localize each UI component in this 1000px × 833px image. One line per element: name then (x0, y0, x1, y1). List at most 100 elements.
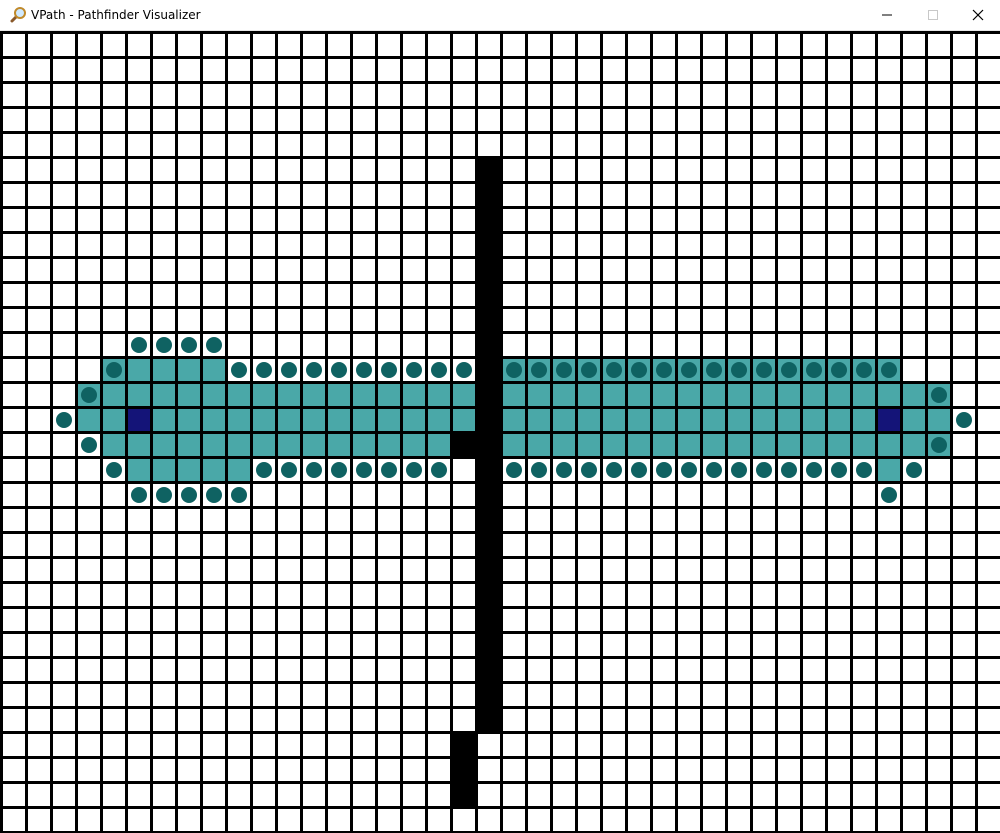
grid-cell[interactable] (378, 534, 400, 556)
grid-cell[interactable] (528, 634, 550, 656)
grid-cell[interactable] (3, 684, 25, 706)
grid-cell[interactable] (503, 809, 525, 831)
grid-cell[interactable] (803, 209, 825, 231)
grid-cell[interactable] (903, 134, 925, 156)
grid-cell[interactable] (803, 109, 825, 131)
grid-cell[interactable] (253, 759, 275, 781)
grid-cell[interactable] (603, 234, 625, 256)
grid-cell[interactable] (728, 684, 750, 706)
grid-cell[interactable] (853, 209, 875, 231)
grid-cell[interactable] (953, 234, 975, 256)
grid-cell[interactable] (353, 509, 375, 531)
grid-cell[interactable] (578, 484, 600, 506)
visited-cell[interactable] (578, 409, 600, 431)
grid-cell[interactable] (303, 284, 325, 306)
grid-cell[interactable] (728, 484, 750, 506)
frontier-cell[interactable] (828, 459, 850, 481)
grid-cell[interactable] (178, 284, 200, 306)
grid-cell[interactable] (328, 759, 350, 781)
visited-cell[interactable] (503, 359, 525, 381)
grid-cell[interactable] (103, 709, 125, 731)
grid-cell[interactable] (378, 484, 400, 506)
grid-cell[interactable] (753, 334, 775, 356)
frontier-cell[interactable] (553, 459, 575, 481)
grid-cell[interactable] (728, 159, 750, 181)
grid-cell[interactable] (528, 284, 550, 306)
grid-cell[interactable] (828, 284, 850, 306)
grid-cell[interactable] (853, 734, 875, 756)
grid-cell[interactable] (28, 384, 50, 406)
grid-cell[interactable] (753, 59, 775, 81)
grid-cell[interactable] (578, 584, 600, 606)
grid-cell[interactable] (453, 484, 475, 506)
grid-cell[interactable] (653, 684, 675, 706)
grid-cell[interactable] (953, 659, 975, 681)
grid-cell[interactable] (978, 84, 1000, 106)
grid-cell[interactable] (203, 59, 225, 81)
grid-cell[interactable] (703, 159, 725, 181)
grid-cell[interactable] (428, 584, 450, 606)
grid-cell[interactable] (203, 684, 225, 706)
grid-cell[interactable] (103, 259, 125, 281)
grid-cell[interactable] (678, 759, 700, 781)
grid-cell[interactable] (553, 209, 575, 231)
grid-cell[interactable] (603, 109, 625, 131)
grid-cell[interactable] (328, 84, 350, 106)
grid-cell[interactable] (678, 584, 700, 606)
grid-cell[interactable] (303, 84, 325, 106)
grid-cell[interactable] (128, 259, 150, 281)
grid-cell[interactable] (828, 259, 850, 281)
grid-cell[interactable] (453, 709, 475, 731)
grid-cell[interactable] (3, 509, 25, 531)
grid-cell[interactable] (403, 234, 425, 256)
grid-cell[interactable] (253, 709, 275, 731)
visited-cell[interactable] (78, 384, 100, 406)
grid-cell[interactable] (703, 109, 725, 131)
close-button[interactable] (955, 0, 1000, 30)
grid-cell[interactable] (278, 559, 300, 581)
grid-cell[interactable] (253, 259, 275, 281)
grid-cell[interactable] (328, 559, 350, 581)
grid-cell[interactable] (503, 734, 525, 756)
visited-cell[interactable] (928, 409, 950, 431)
grid-cell[interactable] (53, 209, 75, 231)
grid-cell[interactable] (128, 734, 150, 756)
visited-cell[interactable] (553, 359, 575, 381)
grid-cell[interactable] (303, 584, 325, 606)
grid-cell[interactable] (803, 184, 825, 206)
grid-cell[interactable] (78, 559, 100, 581)
grid-cell[interactable] (328, 184, 350, 206)
visited-cell[interactable] (153, 459, 175, 481)
grid-cell[interactable] (203, 259, 225, 281)
frontier-cell[interactable] (303, 459, 325, 481)
grid-cell[interactable] (203, 284, 225, 306)
grid-cell[interactable] (3, 284, 25, 306)
grid-cell[interactable] (853, 284, 875, 306)
grid-cell[interactable] (403, 34, 425, 56)
grid-cell[interactable] (353, 484, 375, 506)
grid-cell[interactable] (903, 534, 925, 556)
grid-cell[interactable] (403, 59, 425, 81)
grid-cell[interactable] (103, 759, 125, 781)
grid-cell[interactable] (453, 659, 475, 681)
grid-cell[interactable] (253, 134, 275, 156)
grid-cell[interactable] (603, 284, 625, 306)
grid-cell[interactable] (728, 59, 750, 81)
grid-cell[interactable] (153, 634, 175, 656)
grid-cell[interactable] (828, 159, 850, 181)
grid-cell[interactable] (878, 84, 900, 106)
grid-cell[interactable] (228, 609, 250, 631)
grid-cell[interactable] (453, 34, 475, 56)
grid-cell[interactable] (903, 809, 925, 831)
grid-cell[interactable] (353, 284, 375, 306)
grid-cell[interactable] (978, 634, 1000, 656)
grid-cell[interactable] (353, 784, 375, 806)
wall-cell[interactable] (453, 434, 475, 456)
grid-cell[interactable] (803, 634, 825, 656)
grid-cell[interactable] (53, 109, 75, 131)
visited-cell[interactable] (528, 434, 550, 456)
grid-cell[interactable] (253, 584, 275, 606)
grid-cell[interactable] (703, 84, 725, 106)
grid-cell[interactable] (428, 309, 450, 331)
grid-cell[interactable] (878, 709, 900, 731)
